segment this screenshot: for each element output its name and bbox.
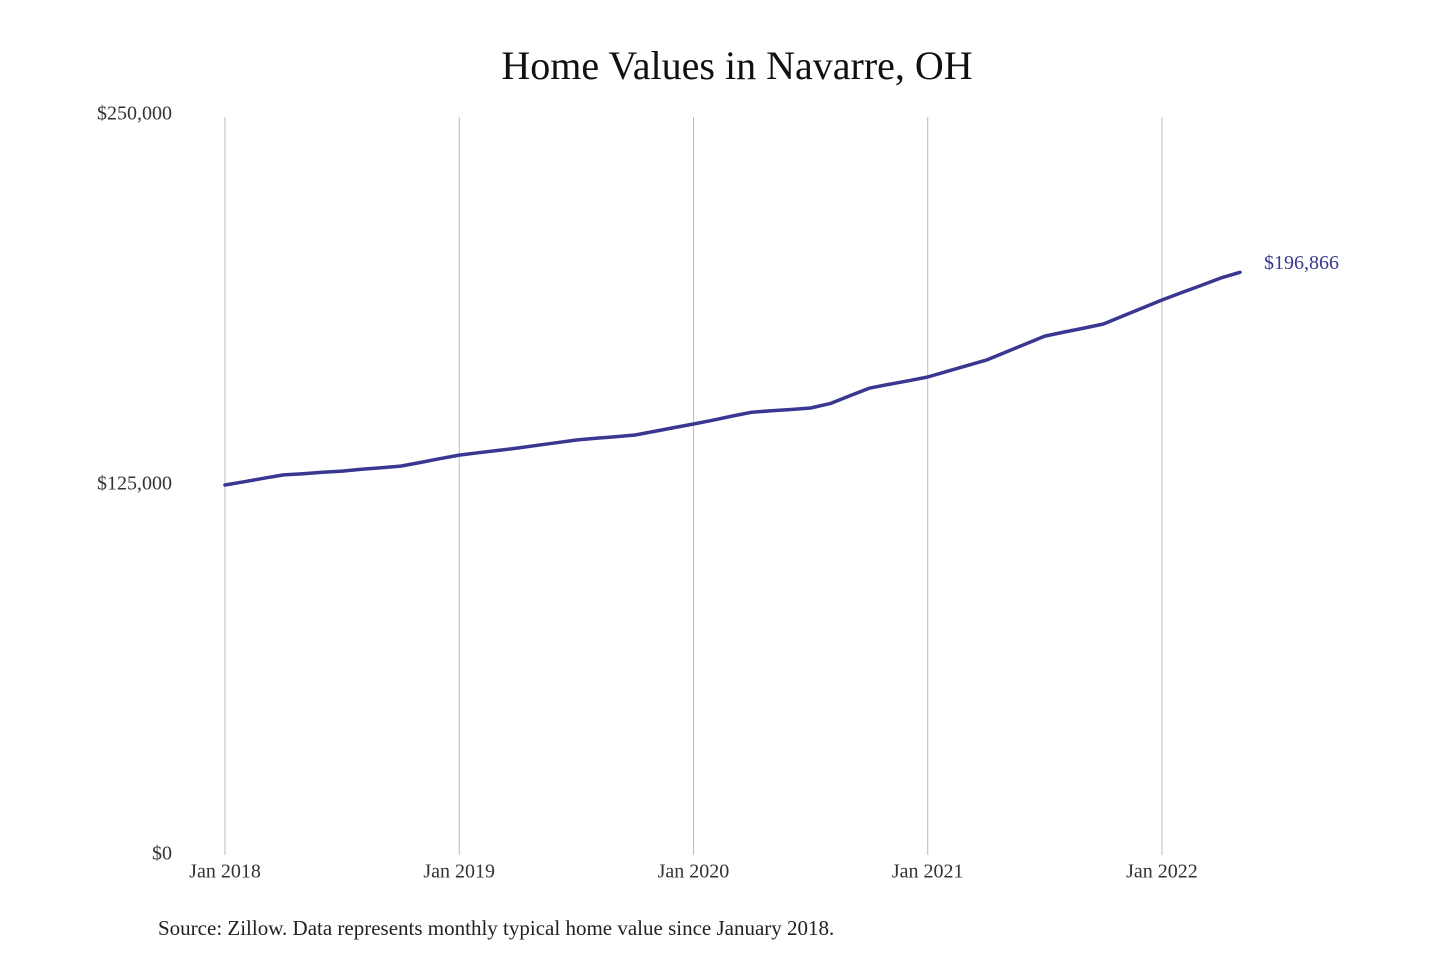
x-tick-label: Jan 2020 [658, 861, 730, 883]
line [223, 270, 1242, 487]
x-tick-label: Jan 2019 [423, 861, 495, 883]
y-tick-label: $0 [152, 843, 172, 865]
y-tick-label: $125,000 [97, 473, 172, 495]
data-label: $196,866 [1264, 252, 1339, 274]
source-note: Source: Zillow. Data represents monthly … [158, 916, 834, 940]
x-tick-label: Jan 2018 [189, 861, 261, 883]
y-tick-label: $250,000 [97, 103, 172, 125]
x-tick-label: Jan 2022 [1126, 861, 1198, 883]
chart-title: Home Values in Navarre, OH [501, 43, 972, 88]
x-tick-label: Jan 2021 [892, 861, 964, 883]
